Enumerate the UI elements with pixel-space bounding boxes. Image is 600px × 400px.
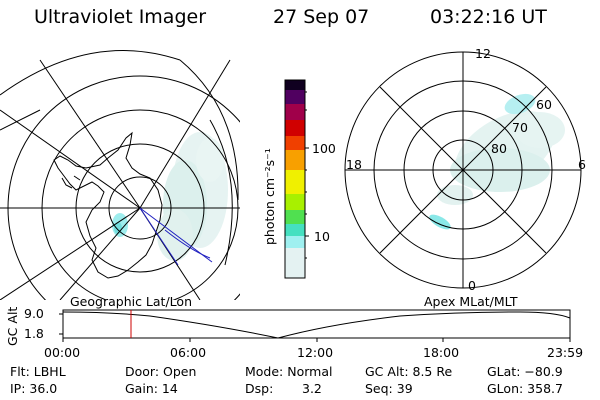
instrument-title: Ultraviolet Imager bbox=[34, 6, 207, 28]
mlat-label-60: 60 bbox=[536, 97, 552, 112]
altitude-plot bbox=[59, 309, 571, 342]
mlat-label-80: 80 bbox=[491, 141, 507, 156]
time-tick-1200: 12:00 bbox=[297, 345, 334, 360]
geographic-map-caption: Geographic Lat/Lon bbox=[70, 294, 192, 309]
colorbar-label-100: 100 bbox=[312, 141, 336, 156]
status-seq: Seq: 39 bbox=[365, 381, 413, 396]
status-filter: Flt: LBHL bbox=[10, 364, 66, 379]
status-gain: Gain: 14 bbox=[125, 381, 178, 396]
status-glat: GLat: −80.9 bbox=[487, 364, 563, 379]
mlat-label-70: 70 bbox=[512, 120, 528, 135]
mlt-label-18: 18 bbox=[346, 157, 362, 172]
altitude-tick-low: 1.8 bbox=[24, 326, 44, 341]
continent-outline bbox=[53, 131, 163, 279]
mlt-label-0: 0 bbox=[468, 278, 476, 293]
magnetic-map-caption: Apex MLat/MLT bbox=[424, 294, 518, 309]
colorbar-label-10: 10 bbox=[314, 229, 330, 244]
status-ip: IP: 36.0 bbox=[10, 381, 58, 396]
observation-time: 03:22:16 UT bbox=[430, 6, 547, 28]
mlt-label-6: 6 bbox=[578, 157, 586, 172]
geographic-map bbox=[0, 50, 240, 300]
mlt-label-12: 12 bbox=[475, 46, 491, 61]
status-dsp-value: 3.2 bbox=[302, 381, 322, 396]
status-glon: GLon: 358.7 bbox=[487, 381, 563, 396]
altitude-axis-label: GC Alt bbox=[5, 306, 20, 346]
status-dsp-label: Dsp: bbox=[245, 381, 274, 396]
time-tick-1800: 18:00 bbox=[423, 345, 460, 360]
altitude-curve bbox=[62, 311, 571, 339]
time-tick-0600: 06:00 bbox=[170, 345, 207, 360]
status-door: Door: Open bbox=[125, 364, 197, 379]
color-scale-bar bbox=[284, 79, 309, 279]
observation-date: 27 Sep 07 bbox=[273, 6, 370, 28]
status-mode: Mode: Normal bbox=[245, 364, 333, 379]
magnetic-polar-map bbox=[344, 51, 582, 289]
time-tick-0000: 00:00 bbox=[44, 345, 81, 360]
time-tick-2359: 23:59 bbox=[547, 345, 584, 360]
status-gc-alt: GC Alt: 8.5 Re bbox=[365, 364, 453, 379]
colorbar-unit-label: photon cm⁻²s⁻¹ bbox=[262, 148, 277, 245]
altitude-tick-high: 9.0 bbox=[24, 306, 44, 321]
